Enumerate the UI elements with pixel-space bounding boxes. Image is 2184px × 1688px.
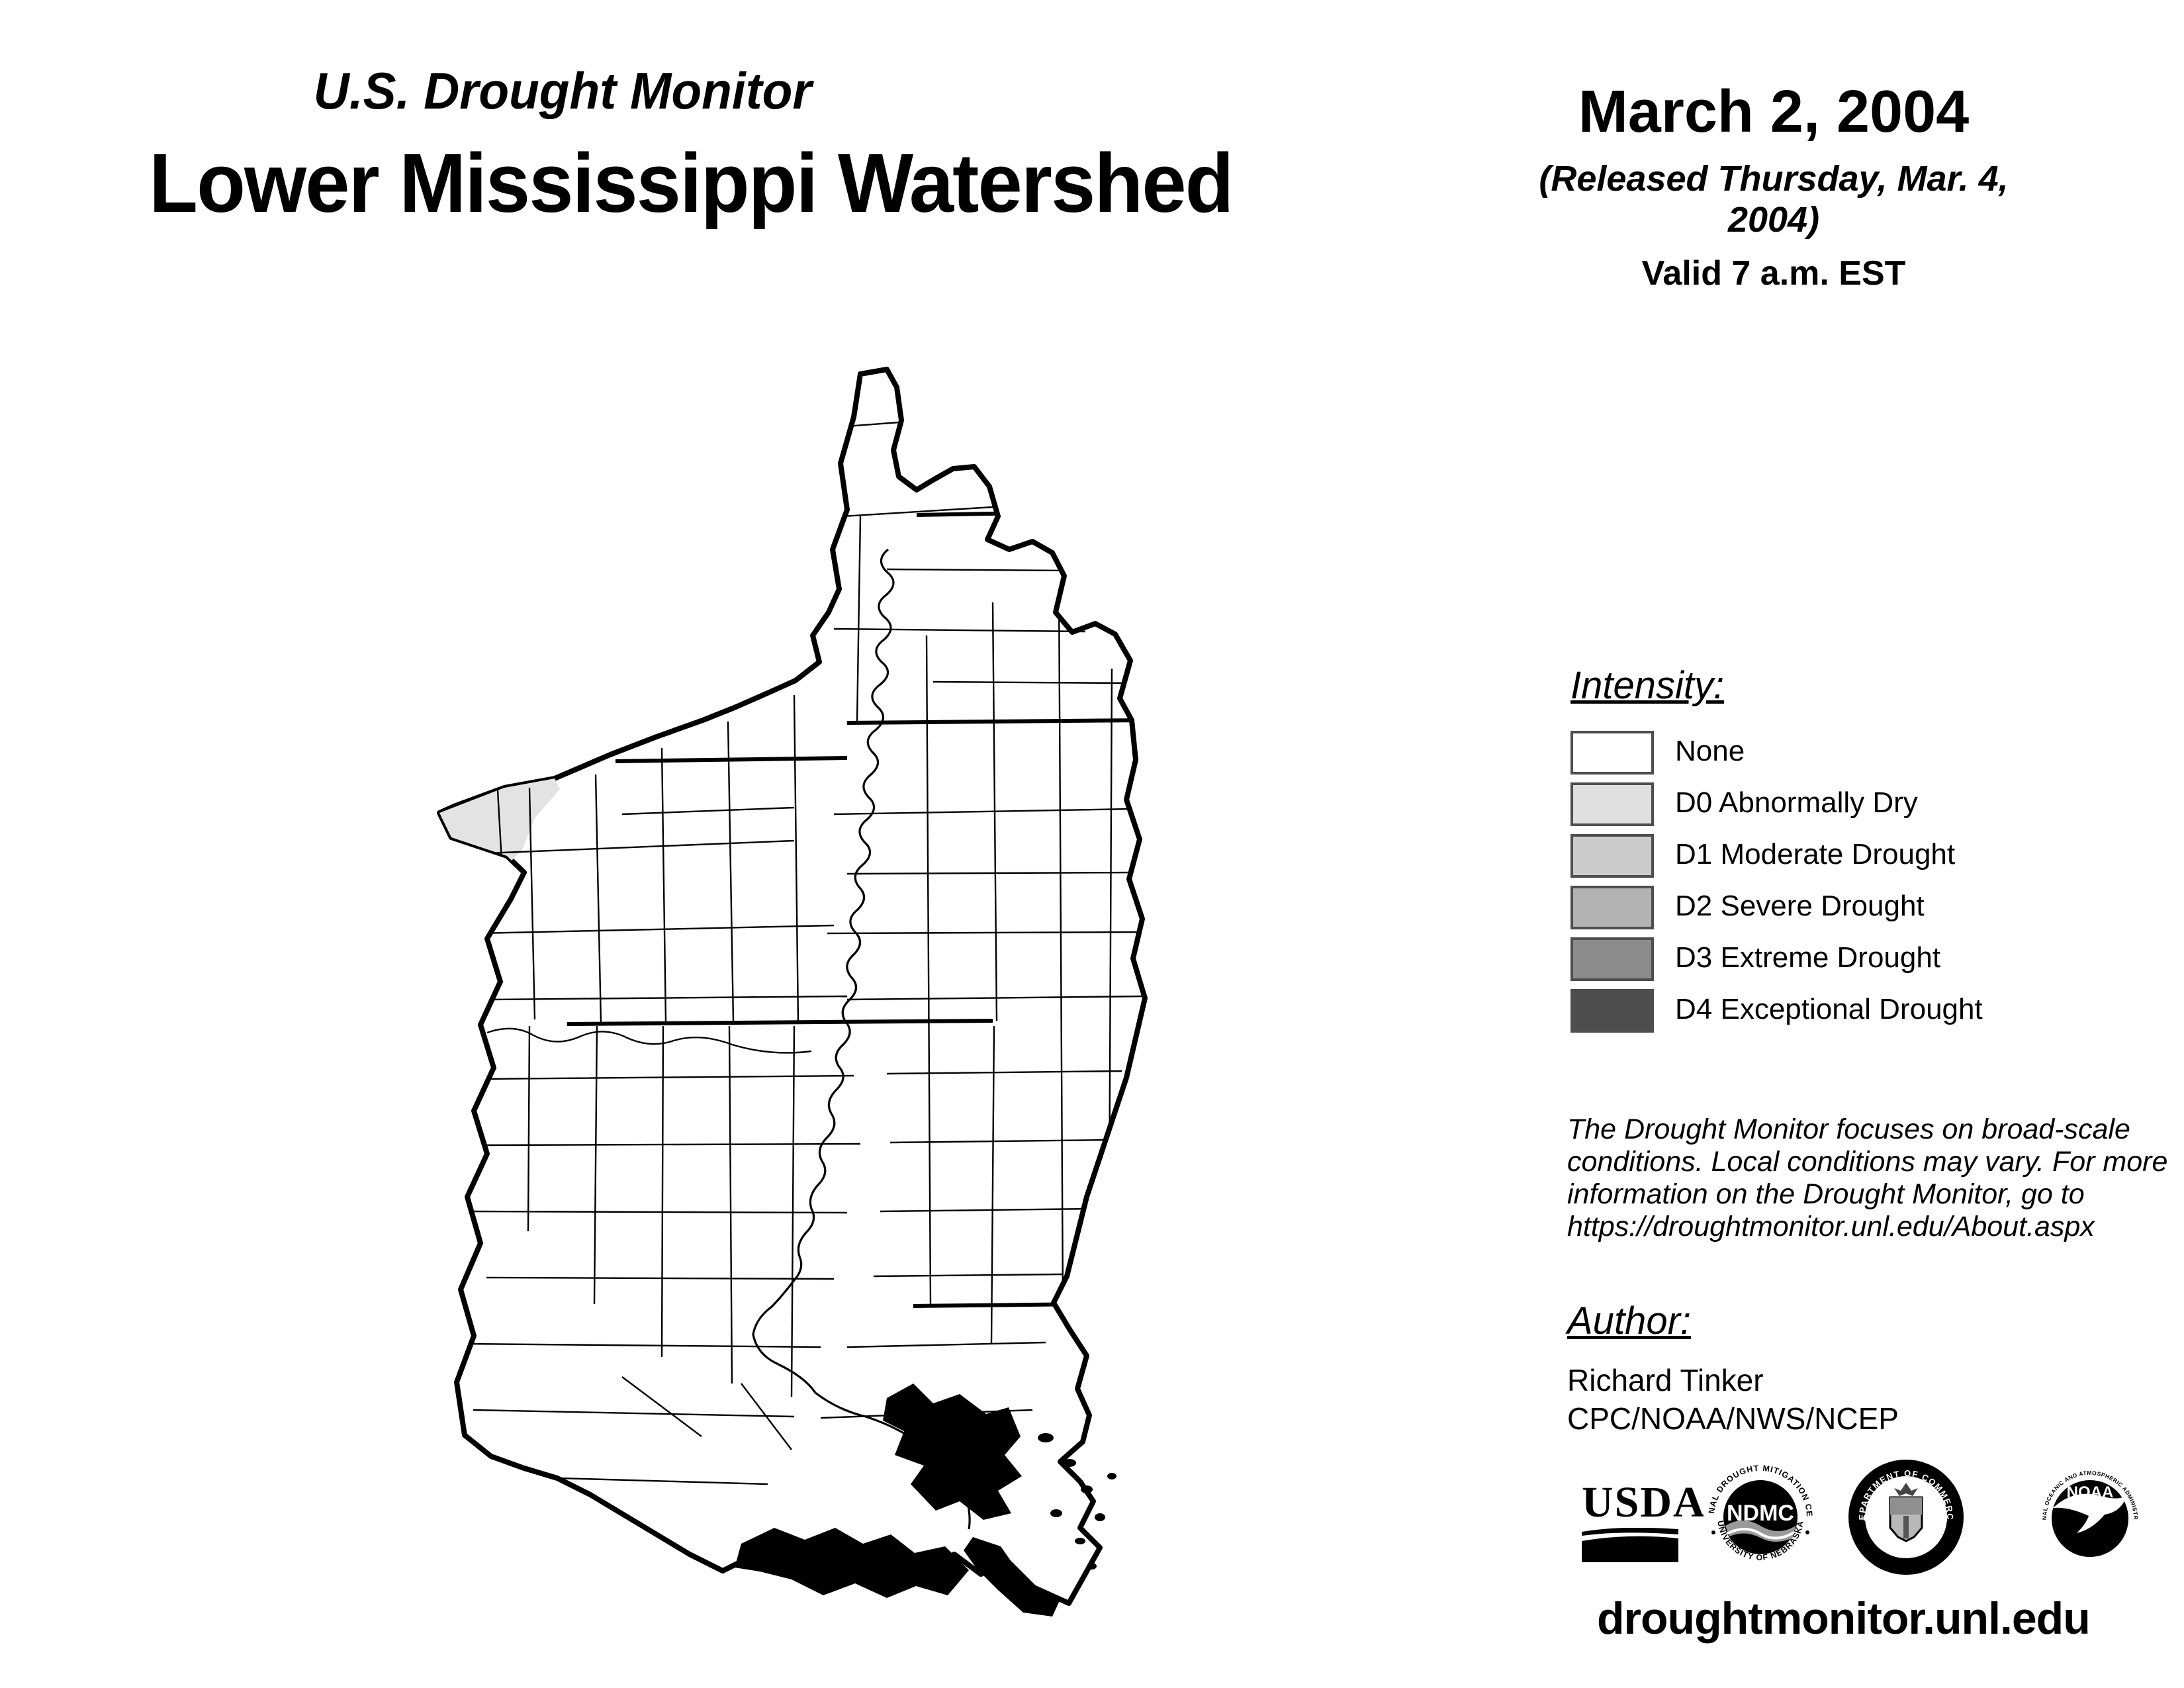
disclaimer-line: conditions. Local conditions may vary. F… [1567, 1146, 2168, 1178]
commerce-seal: DEPARTMENT OF COMMERCE UNITED STATES OF … [1848, 1459, 1964, 1575]
release-date: (Released Thursday, Mar. 4, 2004) [1539, 159, 2009, 240]
mississippi-river [752, 548, 971, 1530]
ndmc-logo: NDMC NATIONAL DROUGHT MITIGATION CENTER … [1703, 1460, 1817, 1574]
map-date: March 2, 2004 [1578, 79, 1970, 145]
legend-label: D2 Severe Drought [1675, 890, 1925, 922]
watershed-map[interactable] [424, 351, 1178, 1642]
doc-star-right: ★ [1941, 1513, 1950, 1523]
noaa-bird-icon [2053, 1493, 2127, 1533]
legend-swatch-none [1570, 731, 1654, 774]
watershed-outline [437, 367, 1148, 1606]
legend-swatch-d3 [1570, 937, 1654, 981]
usda-logo: USDA [1582, 1477, 1706, 1566]
legend-label: D3 Extreme Drought [1675, 941, 1941, 974]
doc-eagle-icon [1894, 1483, 1918, 1496]
legend-swatch-d1 [1570, 834, 1654, 878]
page-title: U.S. Drought Monitor [313, 62, 812, 120]
disclaimer-link[interactable]: https://droughtmonitor.unl.edu/About.asp… [1567, 1211, 2095, 1243]
disclaimer-line: information on the Drought Monitor, go t… [1567, 1178, 2085, 1210]
region-title: Lower Mississippi Watershed [149, 136, 1234, 230]
author-heading: Author: [1567, 1299, 1691, 1342]
date-block: March 2, 2004 (Released Thursday, Mar. 4… [1492, 78, 2055, 293]
noaa-abbr: NOAA [2067, 1483, 2114, 1501]
ndmc-abbr: NDMC [1727, 1501, 1794, 1526]
legend-swatch-d0 [1570, 782, 1654, 826]
delta-marshes [735, 1383, 1116, 1617]
disclaimer: The Drought Monitor focuses on broad-sca… [1567, 1113, 2167, 1243]
tributary-river [486, 1027, 812, 1054]
legend-label: D0 Abnormally Dry [1675, 786, 1918, 819]
legend-swatch-d4 [1570, 989, 1654, 1033]
author-org: CPC/NOAA/NWS/NCEP [1567, 1401, 1899, 1436]
county-boundaries [463, 390, 1145, 1485]
author-name: Richard Tinker [1567, 1363, 1764, 1397]
noaa-logo: NOAA NATIONAL OCEANIC AND ATMOSPHERIC AD… [2037, 1466, 2142, 1571]
disclaimer-line: The Drought Monitor focuses on broad-sca… [1567, 1113, 2130, 1145]
legend-swatch-d2 [1570, 886, 1654, 929]
page-subtitle-block: Lower Mississippi Watershed [0, 135, 1382, 231]
site-url[interactable]: droughtmonitor.unl.edu [1597, 1593, 2091, 1644]
valid-time: Valid 7 a.m. EST [1641, 254, 1906, 293]
doc-star-left: ★ [1862, 1513, 1870, 1523]
usda-swoosh-icon [1582, 1527, 1678, 1562]
legend-label: D4 Exceptional Drought [1675, 993, 1983, 1025]
usda-wordmark: USDA [1582, 1478, 1706, 1526]
page-title-block: U.S. Drought Monitor [0, 61, 1125, 121]
legend-label: D1 Moderate Drought [1675, 838, 1956, 870]
legend-heading: Intensity: [1570, 664, 1725, 707]
legend-label: None [1675, 735, 1745, 767]
